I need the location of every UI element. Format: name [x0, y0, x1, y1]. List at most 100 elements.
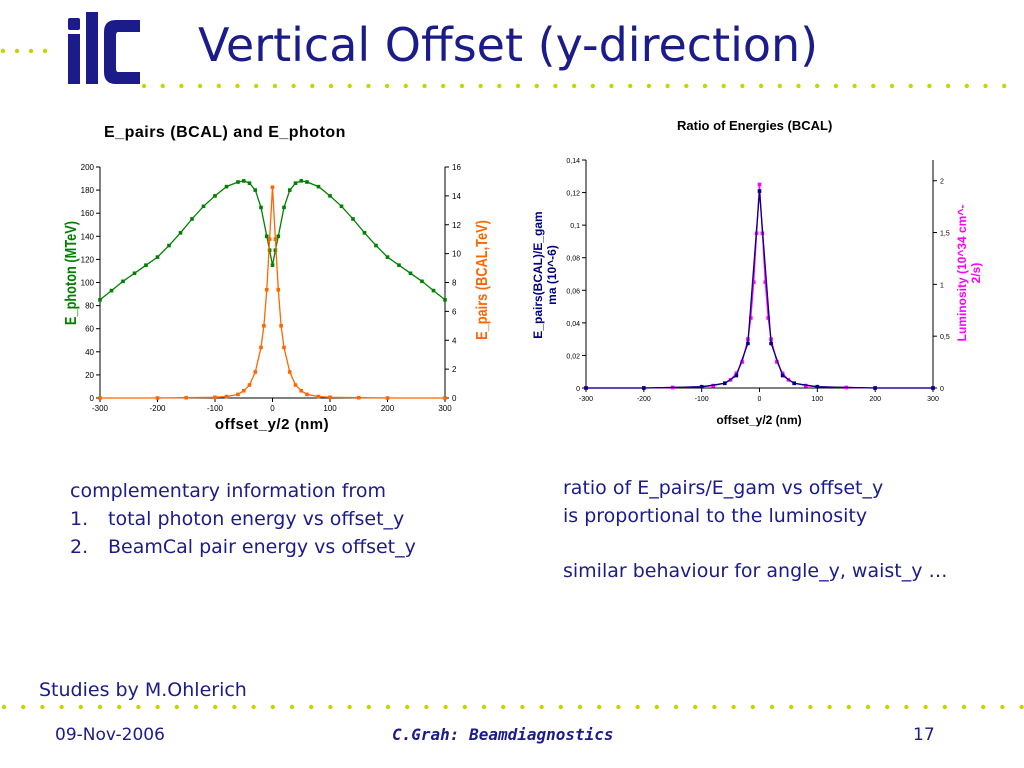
decorative-dot: [577, 704, 583, 710]
decorative-dot: [702, 83, 708, 89]
chart1-y-tick-label: 120: [81, 255, 95, 264]
decorative-dot: [635, 704, 640, 710]
decorative-dot: [160, 83, 165, 89]
list-number: 2.: [70, 536, 89, 558]
chart1-y2-tick-label: 16: [452, 163, 461, 172]
chart1-y2-tick-label: 14: [452, 192, 461, 201]
decorative-dot: [174, 704, 179, 710]
decorative-dot: [347, 83, 352, 89]
decorative-dot: [945, 83, 951, 89]
chart2-y-tick-label: 0,08: [566, 256, 580, 263]
decorative-dot: [270, 704, 275, 710]
decorative-dot: [852, 83, 857, 89]
chart1-y-tick-label: 0: [90, 394, 95, 403]
chart1-series-1-point: [356, 395, 361, 400]
decorative-dot: [865, 704, 871, 710]
decorative-dot: [405, 704, 410, 710]
decorative-dot: [501, 704, 506, 710]
ilc-logo: ilc: [68, 12, 140, 84]
decorative-dot: [515, 83, 521, 89]
chart2-series-0-point: [757, 182, 762, 187]
chart2-y-tick-label: 0: [576, 386, 580, 393]
decorative-dot: [235, 83, 240, 89]
chart1-series-0-point: [282, 205, 286, 210]
chart2-series-1-point: [584, 386, 588, 390]
chart1-series-0-point: [247, 181, 252, 185]
chart1-series-1-point: [262, 324, 266, 328]
chart2-x-tick-label: -300: [579, 396, 593, 403]
chart1-series-0-point: [374, 243, 378, 248]
chart1-series-1-point: [213, 395, 217, 400]
chart2-series-0-point: [740, 360, 744, 364]
decorative-dot: [291, 83, 296, 89]
chart2-series-1-point: [734, 373, 739, 378]
decorative-dot: [366, 704, 371, 710]
chart1-series-1-point: [273, 237, 278, 241]
decorative-dot: [309, 704, 314, 710]
footer-center: C.Grah: Beamdiagnostics: [392, 725, 614, 744]
chart2-y-tick-label: 0,04: [566, 321, 580, 328]
chart1-series-0-point: [273, 248, 278, 252]
chart2-series-1-line: [586, 191, 933, 389]
decorative-dot: [272, 83, 278, 89]
chart1-series-0-point: [178, 231, 183, 235]
decorative-dot: [40, 704, 45, 710]
decorative-dot: [289, 704, 295, 710]
chart1-series-0-point: [98, 298, 102, 302]
decorative-dot: [808, 704, 813, 710]
chart1-x-tick-label: 100: [323, 404, 337, 413]
chart2-ratio-plot: -300 -200 -100 0 100 200 30000,020,040,060,080…: [531, 158, 983, 427]
chart1-x-tick-label: -200: [149, 404, 166, 413]
decorative-dot: [117, 704, 122, 710]
chart1-series-0-point: [431, 288, 436, 293]
decorative-dot: [462, 704, 467, 710]
list-text: BeamCal pair energy vs offset_y: [108, 536, 416, 558]
decorative-dot: [654, 704, 659, 710]
chart1-y2-tick-label: 0: [452, 394, 457, 403]
chart2-y2-tick-label: 1: [940, 282, 944, 289]
decorative-dot: [497, 83, 502, 89]
decorative-dot: [758, 83, 764, 89]
decorative-dot: [481, 704, 487, 710]
chart1-x-tick-label: -300: [92, 404, 109, 413]
chart2-series-0-point: [749, 316, 753, 320]
decorative-dot: [693, 704, 698, 710]
chart1-series-1-point: [443, 396, 447, 400]
chart2-series-1-point: [792, 381, 796, 386]
top-dot-row: [141, 83, 1007, 89]
chart2-title: Ratio of Energies (BCAL): [677, 118, 833, 133]
decorative-dot: [441, 83, 446, 89]
chart1-series-1-point: [287, 370, 292, 374]
decorative-dot: [193, 704, 199, 710]
chart1-y2-tick-label: 2: [452, 365, 457, 374]
chart2-series-1-point: [780, 373, 785, 378]
decorative-dot: [97, 704, 103, 710]
chart1-series-1-point: [253, 370, 258, 374]
chart1-y2-tick-label: 6: [452, 307, 457, 316]
chart2-y2-axis-label: Luminosity (10^34 cm^-2/s): [955, 205, 983, 342]
decorative-dot: [827, 704, 832, 710]
decorative-dot: [597, 704, 602, 710]
decorative-dot: [1000, 704, 1005, 710]
decorative-dot: [673, 704, 679, 710]
decorative-dot: [731, 704, 736, 710]
chart2-x-tick-label: 0: [758, 396, 762, 403]
decorative-dot: [942, 704, 947, 710]
chart2-series-1-point: [757, 189, 762, 193]
decorative-dot: [964, 83, 969, 89]
chart1-y-axis-label: E_photon (MTeV): [63, 221, 81, 325]
footer-date: 09-Nov-2006: [55, 725, 165, 745]
chart1-series-1-point: [299, 388, 304, 393]
right-line-3: similar behaviour for angle_y, waist_y …: [563, 560, 948, 582]
chart1-y-tick-label: 20: [85, 371, 94, 380]
decorative-dot: [366, 83, 371, 89]
chart1-x-tick-label: 300: [438, 404, 452, 413]
chart1-series-0-point: [397, 263, 401, 267]
left-text-block: complementary information from 1. total p…: [70, 477, 416, 561]
decorative-dot: [740, 83, 745, 89]
decorative-dot: [815, 83, 820, 89]
chart2-y-tick-label: 0,14: [566, 158, 580, 165]
chart1-series-0-point: [253, 188, 258, 192]
chart1-y2-axis-label: E_pairs (BCAL,TeV): [474, 220, 492, 340]
chart2-x-tick-label: 300: [927, 396, 939, 403]
